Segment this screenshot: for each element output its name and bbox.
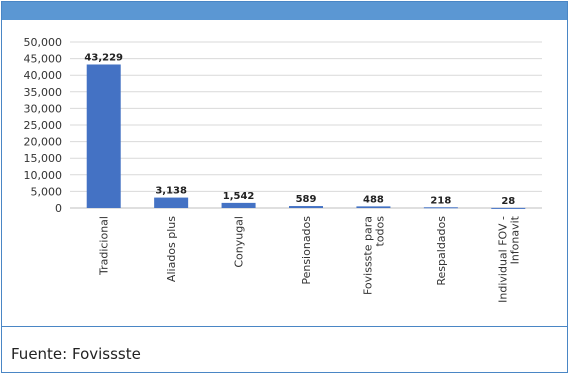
y-tick-label: 20,000 — [24, 136, 63, 149]
x-tick-label-line: Respaldados — [435, 216, 448, 286]
data-label: 488 — [363, 194, 384, 205]
x-tick-label-line: Infonavit — [508, 215, 521, 264]
x-tick-label: Tradicional — [98, 216, 111, 276]
y-tick-label: 5,000 — [31, 185, 63, 198]
divider — [2, 326, 567, 327]
y-tick-label: 0 — [55, 202, 62, 215]
y-tick-label: 10,000 — [24, 169, 63, 182]
x-tick-label: Conyugal — [233, 216, 246, 268]
x-tick-label-line: Fovissste para — [361, 216, 374, 295]
y-tick-label: 40,000 — [24, 69, 63, 82]
bar — [221, 202, 256, 208]
x-tick-label-line: todos — [373, 216, 386, 247]
x-tick-label-line: Aliados plus — [165, 216, 178, 282]
bar — [356, 206, 391, 208]
y-tick-label: 45,000 — [24, 53, 63, 66]
x-tick-label: Fovissste para todos — [361, 216, 386, 295]
x-tick-label-line: Pensionados — [300, 216, 313, 285]
bar — [423, 207, 458, 209]
bar-chart: 0 5,000 10,000 15,000 20,000 25,000 30,000 35,0… — [24, 36, 542, 303]
data-label: 28 — [501, 196, 515, 207]
x-tick-label: Respaldados — [435, 216, 448, 286]
source-note: Fuente: Fovissste — [11, 345, 141, 363]
x-tick-label: Aliados plus — [165, 216, 178, 282]
x-tick-label-line: Tradicional — [98, 216, 111, 276]
header-band — [2, 2, 567, 20]
data-label: 589 — [296, 194, 317, 205]
data-label: 1,542 — [223, 191, 255, 202]
data-label: 3,138 — [155, 186, 187, 197]
chart-area: 0 5,000 10,000 15,000 20,000 25,000 30,000 35,0… — [2, 20, 567, 326]
bar — [289, 206, 323, 208]
x-tick-label-line: Conyugal — [233, 216, 246, 268]
y-tick-label: 50,000 — [24, 36, 63, 49]
x-tick-label: Pensionados — [300, 216, 313, 285]
x-tick-label-line: Individual FOV - — [496, 216, 509, 303]
y-tick-label: 25,000 — [24, 119, 63, 132]
y-tick-label: 35,000 — [24, 86, 63, 99]
y-tick-label: 30,000 — [24, 102, 63, 115]
data-label: 43,229 — [84, 52, 123, 63]
x-tick-label: Individual FOV - Infonavit — [496, 215, 521, 303]
bar — [154, 197, 189, 208]
bar — [86, 64, 121, 208]
bar — [491, 207, 526, 209]
y-tick-label: 15,000 — [24, 152, 63, 165]
data-label: 218 — [430, 195, 451, 206]
